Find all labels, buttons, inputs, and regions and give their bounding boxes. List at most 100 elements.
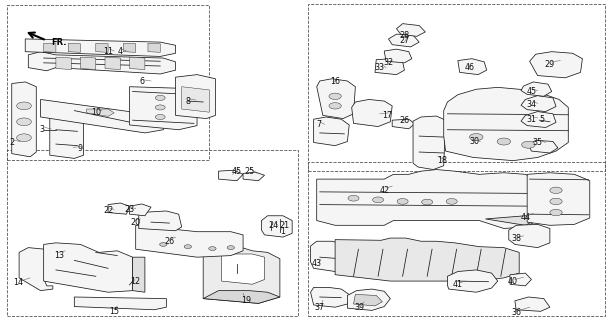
Circle shape bbox=[348, 196, 359, 201]
Text: 31: 31 bbox=[526, 115, 536, 124]
Text: 39: 39 bbox=[355, 303, 365, 312]
Polygon shape bbox=[28, 52, 175, 74]
Polygon shape bbox=[413, 116, 445, 170]
Text: 42: 42 bbox=[379, 186, 389, 195]
Polygon shape bbox=[218, 170, 243, 181]
Polygon shape bbox=[458, 59, 486, 75]
Text: 33: 33 bbox=[375, 63, 385, 72]
Polygon shape bbox=[130, 87, 197, 130]
Circle shape bbox=[208, 247, 216, 251]
Text: 4: 4 bbox=[118, 47, 123, 56]
Polygon shape bbox=[139, 211, 181, 231]
Polygon shape bbox=[261, 216, 292, 237]
Circle shape bbox=[550, 187, 562, 194]
Polygon shape bbox=[521, 96, 556, 112]
Text: 35: 35 bbox=[533, 138, 542, 147]
Circle shape bbox=[156, 105, 165, 110]
Text: 24: 24 bbox=[269, 221, 279, 230]
Polygon shape bbox=[203, 291, 280, 303]
Text: 23: 23 bbox=[124, 205, 135, 214]
Circle shape bbox=[17, 118, 31, 125]
Text: 2: 2 bbox=[9, 138, 14, 147]
Polygon shape bbox=[74, 297, 167, 310]
Polygon shape bbox=[130, 57, 145, 69]
Polygon shape bbox=[352, 100, 392, 126]
Polygon shape bbox=[311, 287, 351, 307]
Text: 26: 26 bbox=[164, 237, 175, 246]
Polygon shape bbox=[521, 82, 552, 96]
Text: 7: 7 bbox=[316, 120, 321, 130]
Text: FR.: FR. bbox=[51, 38, 66, 47]
Circle shape bbox=[184, 245, 191, 249]
Circle shape bbox=[397, 198, 408, 204]
Text: 40: 40 bbox=[508, 276, 518, 285]
Circle shape bbox=[329, 93, 341, 100]
Polygon shape bbox=[509, 224, 550, 248]
Polygon shape bbox=[447, 270, 498, 292]
Bar bbox=[7, 5, 209, 160]
Text: 43: 43 bbox=[312, 259, 322, 268]
Text: 25: 25 bbox=[244, 167, 255, 176]
Polygon shape bbox=[133, 257, 145, 292]
Bar bbox=[308, 162, 605, 316]
Text: 37: 37 bbox=[315, 303, 325, 312]
Polygon shape bbox=[243, 172, 264, 181]
Polygon shape bbox=[12, 82, 36, 157]
Text: 12: 12 bbox=[130, 277, 141, 286]
Bar bbox=[7, 150, 298, 316]
Circle shape bbox=[17, 134, 31, 141]
Polygon shape bbox=[124, 44, 136, 52]
Polygon shape bbox=[108, 203, 130, 214]
Text: 16: 16 bbox=[330, 77, 340, 86]
Polygon shape bbox=[105, 57, 121, 69]
Polygon shape bbox=[68, 44, 81, 52]
Circle shape bbox=[227, 246, 234, 250]
Text: 10: 10 bbox=[91, 108, 101, 117]
Text: 36: 36 bbox=[511, 308, 521, 317]
Polygon shape bbox=[389, 34, 419, 47]
Polygon shape bbox=[527, 173, 590, 225]
Polygon shape bbox=[384, 49, 412, 63]
Polygon shape bbox=[221, 254, 264, 284]
Text: 32: 32 bbox=[383, 58, 394, 67]
Circle shape bbox=[373, 197, 384, 203]
Bar bbox=[308, 4, 605, 171]
Polygon shape bbox=[443, 87, 568, 161]
Polygon shape bbox=[19, 248, 53, 291]
Text: 45: 45 bbox=[526, 87, 536, 96]
Polygon shape bbox=[25, 39, 175, 56]
Polygon shape bbox=[44, 44, 56, 52]
Text: 9: 9 bbox=[78, 144, 83, 153]
Text: 19: 19 bbox=[241, 296, 251, 305]
Text: 38: 38 bbox=[511, 234, 521, 243]
Circle shape bbox=[156, 115, 165, 120]
Circle shape bbox=[497, 138, 510, 145]
Circle shape bbox=[17, 102, 31, 110]
Polygon shape bbox=[175, 75, 215, 119]
Text: 13: 13 bbox=[54, 251, 64, 260]
Polygon shape bbox=[81, 57, 96, 69]
Text: 5: 5 bbox=[539, 115, 544, 124]
Polygon shape bbox=[392, 119, 415, 129]
Polygon shape bbox=[44, 243, 133, 292]
Polygon shape bbox=[50, 116, 84, 158]
Circle shape bbox=[156, 95, 165, 100]
Polygon shape bbox=[136, 225, 243, 257]
Text: 34: 34 bbox=[526, 100, 536, 109]
Text: 29: 29 bbox=[545, 60, 555, 69]
Circle shape bbox=[329, 103, 341, 109]
Polygon shape bbox=[96, 44, 108, 52]
Polygon shape bbox=[317, 170, 538, 228]
Polygon shape bbox=[485, 216, 538, 225]
Circle shape bbox=[160, 243, 167, 246]
Polygon shape bbox=[530, 52, 582, 78]
Polygon shape bbox=[347, 289, 391, 310]
Text: 6: 6 bbox=[140, 77, 145, 86]
Polygon shape bbox=[528, 140, 558, 153]
Circle shape bbox=[446, 198, 457, 204]
Text: 28: 28 bbox=[399, 31, 410, 40]
Text: 45: 45 bbox=[232, 167, 242, 176]
Polygon shape bbox=[130, 204, 151, 216]
Text: 21: 21 bbox=[280, 221, 290, 230]
Text: 22: 22 bbox=[103, 206, 113, 215]
